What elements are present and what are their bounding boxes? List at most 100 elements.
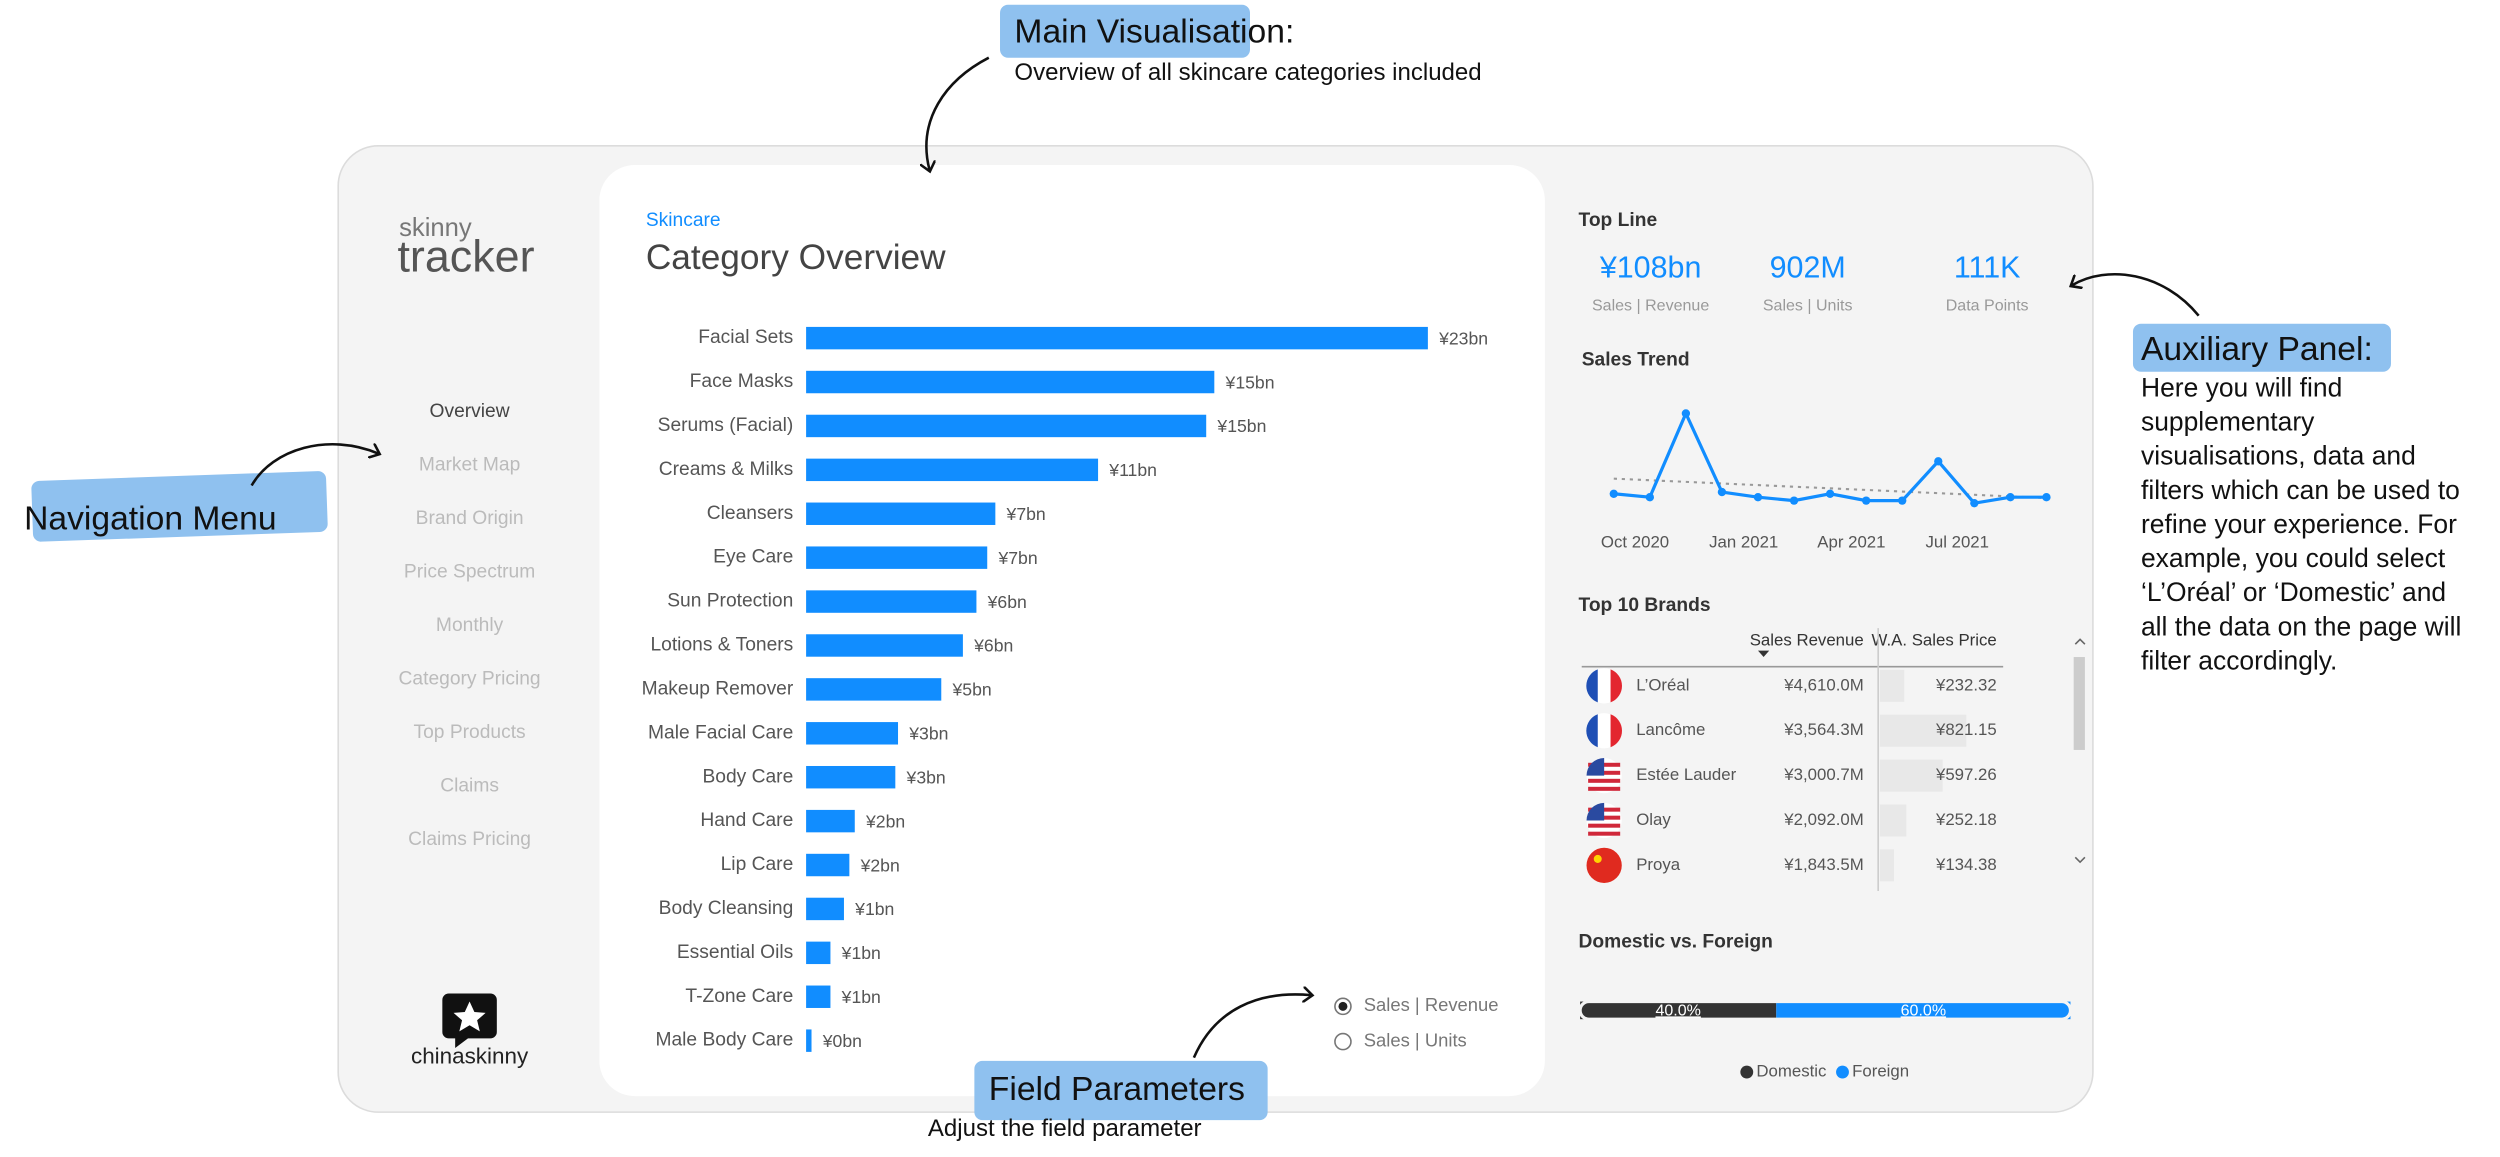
flag	[1586, 802, 1605, 821]
nav-item[interactable]: Market Map	[419, 454, 520, 475]
flag	[1586, 757, 1605, 776]
flag	[1586, 714, 1598, 748]
annotation-line: ‘L’Oréal’ or ‘Domestic’ and	[2141, 577, 2446, 607]
nav-item[interactable]: Monthly	[436, 615, 504, 636]
arrow	[926, 56, 990, 170]
price-bar	[1879, 849, 1894, 882]
value-label: ¥6bn	[987, 592, 1027, 612]
category-label: Body Care	[702, 766, 793, 787]
value-label: ¥6bn	[973, 636, 1013, 656]
brand-name[interactable]: Estée Lauder	[1636, 765, 1736, 784]
section-title: Top 10 Brands	[1579, 595, 1711, 616]
highlight	[974, 1060, 1268, 1121]
category-label: T-Zone Care	[685, 986, 793, 1007]
nav-item[interactable]: Brand Origin	[416, 508, 524, 529]
revenue: ¥3,000.7M	[1783, 765, 1863, 784]
nav-item[interactable]: Overview	[430, 401, 510, 422]
annotation-line: example, you could select	[2141, 543, 2446, 573]
nav-item[interactable]: Category Pricing	[399, 669, 541, 690]
highlight	[2132, 323, 2391, 372]
category-label: Face Masks	[690, 371, 794, 392]
category-label: Sun Protection	[667, 591, 793, 612]
bar	[806, 370, 1215, 394]
scroll-thumb[interactable]	[2073, 657, 2085, 750]
category-label: Male Body Care	[655, 1030, 793, 1051]
brand-name: chinaskinny	[411, 1044, 529, 1069]
nav-item[interactable]: Claims Pricing	[408, 829, 531, 850]
value-label: ¥7bn	[1006, 504, 1046, 524]
price-bar	[1879, 714, 1967, 747]
x-tick-label: Oct 2020	[1601, 533, 1669, 552]
bar	[806, 809, 855, 833]
brand-name[interactable]: Olay	[1636, 810, 1671, 829]
trend-point	[1645, 493, 1654, 502]
radio-label[interactable]: Sales | Units	[1364, 1029, 1467, 1050]
value-label: ¥1bn	[841, 987, 881, 1007]
column-header[interactable]: Sales Revenue	[1750, 630, 1864, 649]
legend-dot	[1740, 1065, 1754, 1079]
flag	[1588, 778, 1621, 783]
kpi-label: Sales | Revenue	[1592, 296, 1709, 314]
nav-item[interactable]: Price Spectrum	[404, 561, 535, 582]
brand-name[interactable]: Lancôme	[1636, 720, 1705, 739]
legend-label[interactable]: Foreign	[1852, 1062, 1909, 1081]
price: ¥232.32	[1935, 675, 1997, 694]
trend-point	[2006, 493, 2015, 502]
kpi-value: 902M	[1770, 250, 1846, 284]
arrow	[250, 442, 379, 487]
sort-arrow	[1757, 650, 1770, 658]
value-label: ¥0bn	[822, 1031, 862, 1051]
scroll-down[interactable]	[2074, 856, 2086, 864]
category-label: Cleansers	[707, 503, 794, 524]
flag	[1586, 847, 1622, 883]
category-label: Hand Care	[700, 810, 793, 831]
trend-point	[1970, 499, 1979, 508]
bar	[806, 722, 899, 745]
nav-item[interactable]: Top Products	[413, 722, 525, 743]
revenue: ¥1,843.5M	[1783, 855, 1863, 874]
revenue: ¥2,092.0M	[1783, 810, 1863, 829]
section-title: Top Line	[1579, 210, 1658, 231]
radio-dot	[1338, 1001, 1348, 1011]
price-bar	[1879, 804, 1907, 837]
value-label: ¥3bn	[908, 724, 948, 744]
logo-text: tracker	[397, 230, 534, 281]
scroll-up[interactable]	[2074, 638, 2086, 645]
highlight	[1000, 4, 1250, 58]
category-label: Lotions & Toners	[650, 635, 793, 656]
bar	[806, 853, 850, 877]
brand-star	[453, 1001, 486, 1032]
flag	[1593, 854, 1602, 863]
category-label: Facial Sets	[698, 327, 793, 348]
flag	[1588, 823, 1621, 828]
radio[interactable]	[1334, 1032, 1352, 1051]
trend-point	[1681, 409, 1691, 418]
share-bar[interactable]	[1776, 1001, 2071, 1020]
arrow	[1192, 994, 1311, 1059]
share-bar[interactable]	[1580, 1001, 1777, 1020]
bar	[806, 458, 1099, 482]
brand-name[interactable]: L’Oréal	[1636, 675, 1689, 694]
trend-point	[1934, 457, 1943, 466]
bar	[806, 678, 942, 701]
value-label: ¥11bn	[1108, 460, 1157, 480]
radio-label[interactable]: Sales | Revenue	[1364, 994, 1499, 1015]
highlight	[31, 471, 328, 542]
bar	[806, 941, 831, 965]
value-label: ¥1bn	[841, 943, 881, 963]
legend-label[interactable]: Domestic	[1756, 1062, 1826, 1081]
revenue: ¥3,564.3M	[1783, 720, 1863, 739]
nav-item[interactable]: Claims	[440, 776, 499, 797]
brand-name[interactable]: Proya	[1636, 855, 1681, 874]
kpi-value: ¥108bn	[1599, 250, 1702, 284]
category-label: Creams & Milks	[659, 459, 794, 480]
annotation-line: filter accordingly.	[2141, 645, 2337, 675]
annotation-title: Field Parameters	[989, 1071, 1245, 1108]
column-header[interactable]: W.A. Sales Price	[1872, 630, 1997, 649]
bar	[806, 590, 977, 613]
annotation-text: Adjust the field parameter	[928, 1115, 1202, 1142]
share-outline	[1578, 999, 2073, 1021]
value-label: ¥15bn	[1216, 416, 1266, 436]
bar	[806, 985, 831, 1008]
